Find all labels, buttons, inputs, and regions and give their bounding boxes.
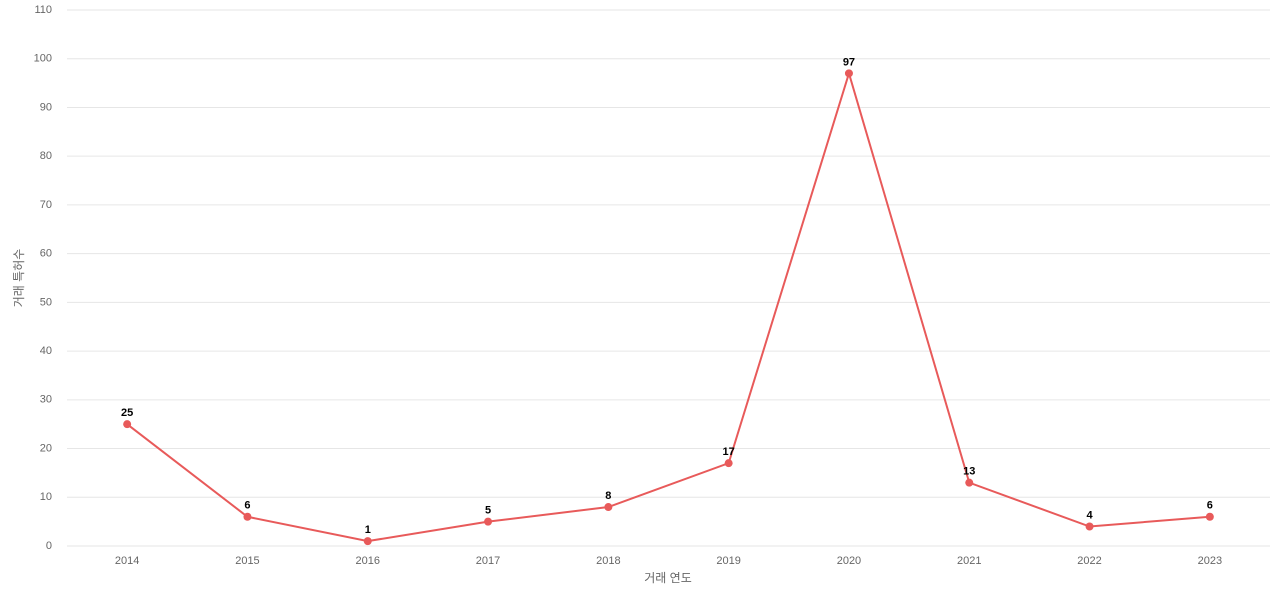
value-label: 13 [963,466,975,478]
point [604,503,613,512]
y-tick-label: 30 [40,394,52,406]
y-tick-label: 80 [40,150,52,162]
y-tick-label: 50 [40,296,52,308]
value-label: 6 [244,500,250,512]
y-tick-label: 110 [34,4,52,16]
x-tick-label: 2017 [476,555,500,567]
x-tick-label: 2015 [235,555,259,567]
value-label: 6 [1207,500,1213,512]
x-tick-label: 2019 [716,555,740,567]
y-tick-label: 40 [40,345,52,357]
x-tick-label: 2021 [957,555,981,567]
x-tick-label: 2016 [356,555,380,567]
point [724,459,733,468]
value-label: 1 [365,524,371,536]
y-tick-label: 0 [46,540,52,552]
point [484,517,493,526]
point [123,420,132,429]
y-tick-label: 90 [40,101,52,113]
y-tick-label: 20 [40,442,52,454]
x-tick-label: 2014 [115,555,139,567]
point [363,537,372,546]
x-tick-label: 2020 [837,555,861,567]
value-label: 25 [121,407,133,419]
point [1205,512,1214,521]
point [1085,522,1094,531]
y-tick-label: 100 [34,53,52,65]
point [844,69,853,78]
x-axis-label: 거래 연도 [644,571,692,585]
value-label: 4 [1086,509,1093,521]
value-label: 8 [605,490,611,502]
x-tick-label: 2018 [596,555,620,567]
y-axis-label: 거래 특허수 [12,249,26,308]
y-tick-label: 60 [40,248,52,260]
y-tick-label: 10 [40,491,52,503]
x-tick-label: 2023 [1198,555,1222,567]
point [243,512,252,521]
value-label: 5 [485,505,491,517]
line [126,69,1210,543]
y-tick-label: 70 [40,199,52,211]
value-label: 17 [723,446,735,458]
point [965,478,974,487]
x-tick-label: 2022 [1077,555,1101,567]
value-label: 97 [843,56,855,68]
